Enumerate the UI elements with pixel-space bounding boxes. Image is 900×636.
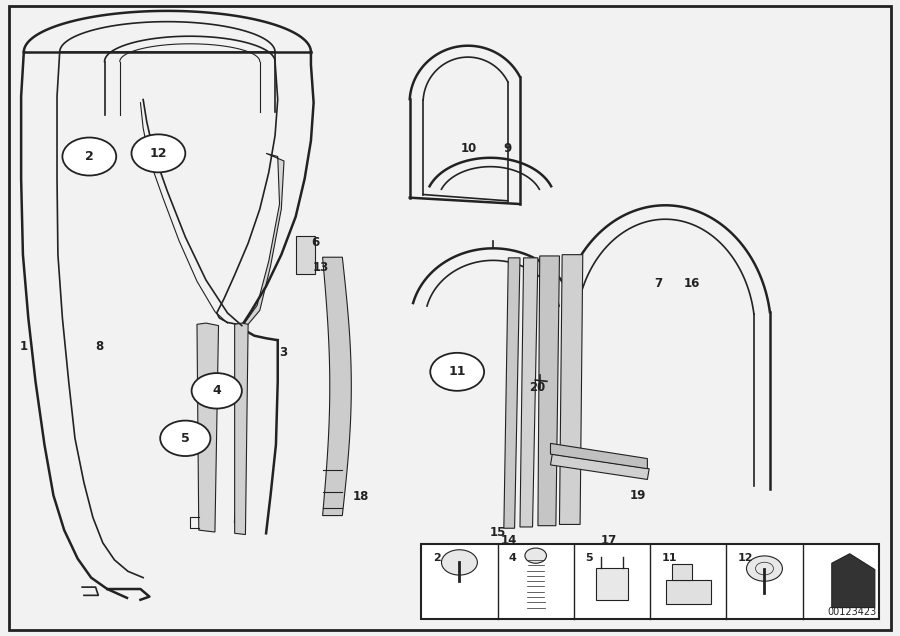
- Text: 11: 11: [448, 365, 466, 378]
- Text: 00123423: 00123423: [827, 607, 877, 617]
- Text: 6: 6: [310, 235, 320, 249]
- Text: 19: 19: [629, 489, 646, 502]
- Circle shape: [525, 548, 546, 563]
- Polygon shape: [551, 443, 647, 469]
- Text: 18: 18: [353, 490, 370, 503]
- Polygon shape: [197, 323, 219, 532]
- Bar: [421, 544, 879, 619]
- Text: 17: 17: [600, 534, 617, 548]
- Polygon shape: [538, 256, 560, 526]
- Text: 10: 10: [461, 142, 477, 155]
- Polygon shape: [551, 454, 649, 480]
- Text: 5: 5: [585, 553, 593, 563]
- Text: 4: 4: [509, 553, 517, 563]
- Polygon shape: [520, 258, 538, 527]
- Circle shape: [192, 373, 242, 408]
- Bar: [666, 580, 711, 604]
- Text: 12: 12: [738, 553, 753, 563]
- Text: 9: 9: [504, 142, 512, 155]
- Polygon shape: [242, 153, 284, 328]
- Bar: [596, 569, 628, 600]
- Circle shape: [62, 137, 116, 176]
- Text: 7: 7: [654, 277, 662, 289]
- Polygon shape: [560, 254, 583, 525]
- Circle shape: [430, 353, 484, 391]
- Text: 8: 8: [95, 340, 104, 353]
- Text: 13: 13: [312, 261, 329, 274]
- Text: 5: 5: [181, 432, 190, 445]
- Text: 4: 4: [212, 384, 221, 398]
- Text: 14: 14: [500, 534, 517, 548]
- Polygon shape: [832, 554, 875, 607]
- Circle shape: [442, 550, 477, 575]
- Text: 2: 2: [433, 553, 440, 563]
- Text: 3: 3: [280, 347, 288, 359]
- Text: 20: 20: [529, 381, 545, 394]
- Circle shape: [746, 556, 782, 581]
- Text: 2: 2: [85, 150, 94, 163]
- Text: 15: 15: [490, 525, 506, 539]
- Polygon shape: [235, 323, 248, 535]
- Polygon shape: [504, 258, 520, 529]
- Text: 16: 16: [683, 277, 699, 289]
- Bar: [672, 564, 692, 580]
- Text: 11: 11: [662, 553, 677, 563]
- Polygon shape: [322, 257, 351, 516]
- Text: 12: 12: [149, 147, 167, 160]
- Bar: [296, 236, 315, 273]
- Circle shape: [160, 420, 211, 456]
- Circle shape: [131, 134, 185, 172]
- Text: 1: 1: [19, 340, 28, 353]
